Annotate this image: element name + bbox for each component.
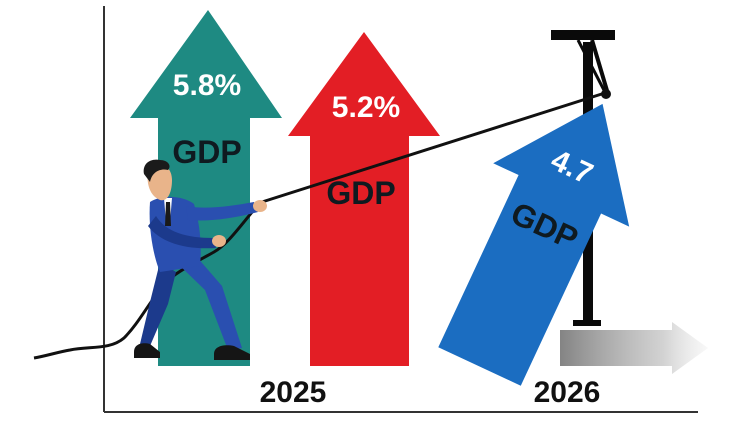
- arrow-gdp-4-7: 4.7 GDP: [438, 103, 630, 386]
- year-label-2026: 2026: [534, 376, 601, 409]
- arrow-shape: [438, 103, 630, 386]
- arrow-value-label: 5.2%: [332, 91, 400, 124]
- arrow-value-label: 5.8%: [173, 69, 241, 102]
- arrow-shape: [560, 322, 708, 374]
- gray-fading-arrow: [560, 322, 708, 374]
- rope: [33, 89, 611, 360]
- arrow-shape: [288, 32, 440, 366]
- businessman-pulling-rope-icon: [134, 159, 267, 360]
- arrow-metric-label: GDP: [326, 175, 395, 211]
- year-label-2025: 2025: [260, 376, 327, 409]
- arrow-metric-label: GDP: [172, 134, 241, 170]
- arrow-gdp-5-2: 5.2% GDP: [288, 32, 440, 366]
